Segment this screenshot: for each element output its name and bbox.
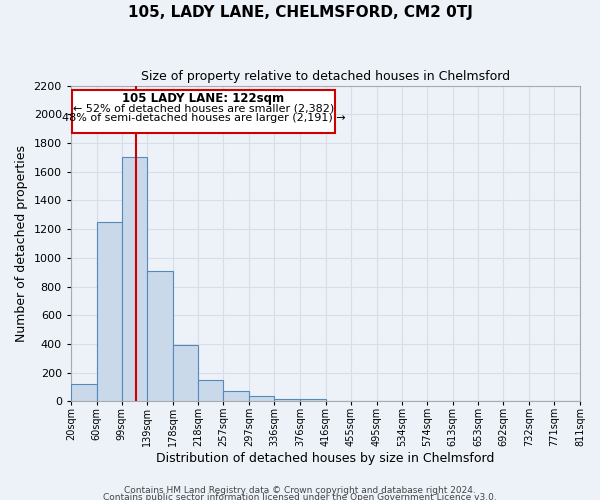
Bar xyxy=(148,270,173,402)
Text: 48% of semi-detached houses are larger (2,191) →: 48% of semi-detached houses are larger (… xyxy=(62,114,345,124)
Bar xyxy=(71,384,97,402)
Bar xyxy=(198,380,223,402)
Bar xyxy=(173,346,198,402)
Text: 105, LADY LANE, CHELMSFORD, CM2 0TJ: 105, LADY LANE, CHELMSFORD, CM2 0TJ xyxy=(128,5,472,20)
Bar xyxy=(274,398,300,402)
Title: Size of property relative to detached houses in Chelmsford: Size of property relative to detached ho… xyxy=(141,70,510,83)
Y-axis label: Number of detached properties: Number of detached properties xyxy=(15,145,28,342)
X-axis label: Distribution of detached houses by size in Chelmsford: Distribution of detached houses by size … xyxy=(156,452,494,465)
Text: Contains HM Land Registry data © Crown copyright and database right 2024.: Contains HM Land Registry data © Crown c… xyxy=(124,486,476,495)
Bar xyxy=(97,222,122,402)
Bar xyxy=(249,396,274,402)
Bar xyxy=(300,398,326,402)
Bar xyxy=(223,392,249,402)
Text: Contains public sector information licensed under the Open Government Licence v3: Contains public sector information licen… xyxy=(103,494,497,500)
Bar xyxy=(122,158,148,402)
Text: ← 52% of detached houses are smaller (2,382): ← 52% of detached houses are smaller (2,… xyxy=(73,103,334,113)
Text: 105 LADY LANE: 122sqm: 105 LADY LANE: 122sqm xyxy=(122,92,284,106)
